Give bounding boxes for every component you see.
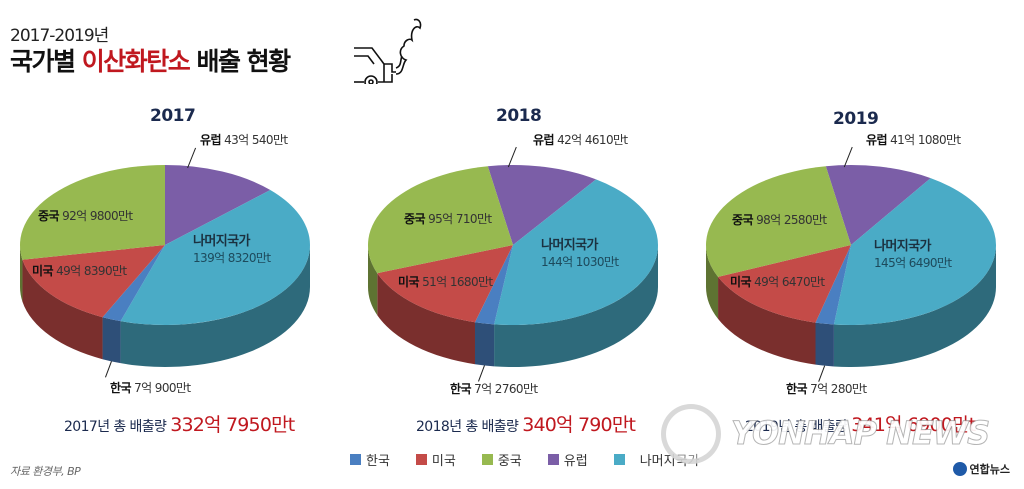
legend-item-europe: 유럽 xyxy=(547,450,588,469)
pie-chart-2018: 2018 유럽 42억 4610만t 중국 95억 710만t 미국 51억 1… xyxy=(358,100,688,400)
pie-side-rest xyxy=(494,245,658,367)
pie-chart-2017: 2017 유럽 43억 540만t 중국 92억 9800만t 미국 49억 8… xyxy=(10,100,340,400)
brand-logo: 연합뉴스 xyxy=(952,461,1010,477)
label-rest: 나머지국가 139억 8320만t xyxy=(193,234,271,265)
label-us: 미국 51억 1680만t xyxy=(398,275,493,289)
legend-item-us: 미국 xyxy=(415,450,456,469)
leader-korea xyxy=(478,365,485,382)
swatch-korea xyxy=(350,454,361,465)
swatch-us xyxy=(415,454,427,465)
label-china: 중국 92억 9800만t xyxy=(38,209,133,223)
pie-graphic-2017 xyxy=(19,147,310,378)
pie-slice-us xyxy=(22,245,166,318)
pie-slice-korea xyxy=(102,245,165,322)
pie-graphic-2018 xyxy=(367,146,658,382)
leader-korea xyxy=(818,365,826,382)
leader-korea xyxy=(104,361,112,378)
swatch-europe xyxy=(547,454,559,465)
leader-europe xyxy=(843,146,853,168)
header: 2017-2019년 국가별 이산화탄소 배출 현황 xyxy=(10,26,291,78)
label-rest: 나머지국가 144억 1030만t xyxy=(541,238,619,269)
pie-side-korea xyxy=(474,322,495,367)
source-note: 자료 환경부, BP xyxy=(10,465,81,478)
label-us: 미국 49억 6470만t xyxy=(730,275,825,289)
year-label: 2019 xyxy=(833,109,879,129)
pie-side-rest xyxy=(120,245,310,368)
pie-slice-us xyxy=(377,245,513,323)
label-us: 미국 49억 8390만t xyxy=(32,264,127,278)
label-korea: 한국 7억 280만t xyxy=(786,382,867,396)
pie-slice-rest xyxy=(120,190,310,325)
label-china: 중국 95억 710만t xyxy=(404,212,492,226)
pie-slice-china xyxy=(706,166,851,277)
pie-slice-korea xyxy=(815,245,851,325)
pie-slice-korea xyxy=(474,245,513,325)
legend-item-china: 중국 xyxy=(481,450,522,469)
pie-slice-rest xyxy=(833,178,996,325)
label-rest: 나머지국가 145억 6490만t xyxy=(874,239,952,270)
pie-slice-rest xyxy=(494,179,658,325)
pie-chart-2019: 2019 유럽 41억 1080만t 중국 98억 2580만t 미국 49억 … xyxy=(696,100,1024,400)
title-highlight: 이산화탄소 xyxy=(81,47,191,76)
pie-side-korea xyxy=(102,317,121,364)
legend-item-korea: 한국 xyxy=(350,450,390,469)
swatch-china xyxy=(481,454,493,465)
label-europe: 유럽 42억 4610만t xyxy=(533,133,628,147)
swatch-rest xyxy=(613,454,625,465)
pie-side-china xyxy=(20,245,23,302)
pie-slice-china xyxy=(19,165,165,260)
pie-slice-europe xyxy=(825,165,931,245)
legend: 한국 미국 중국 유럽 나머지국가 xyxy=(350,450,700,469)
car-exhaust-icon xyxy=(354,18,422,84)
page-title: 국가별 이산화탄소 배출 현황 xyxy=(10,47,291,76)
pie-side-us xyxy=(22,259,103,360)
pie-graphic-2019 xyxy=(706,146,996,382)
label-korea: 한국 7억 2760만t xyxy=(450,382,538,396)
pie-side-korea xyxy=(815,322,834,367)
pie-side-us xyxy=(718,276,816,365)
leader-europe xyxy=(187,147,197,169)
label-korea: 한국 7억 900만t xyxy=(110,381,191,395)
pie-slice-europe xyxy=(487,165,597,245)
subtitle: 2017-2019년 xyxy=(10,26,109,46)
yonhap-brand-icon xyxy=(952,462,967,476)
leader-europe xyxy=(507,146,517,168)
label-europe: 유럽 41억 1080만t xyxy=(866,133,961,147)
total-2018: 2018년 총 배출량 340억 790만t xyxy=(416,414,636,436)
year-label: 2017 xyxy=(150,106,196,126)
pie-side-us xyxy=(377,273,475,365)
label-china: 중국 98억 2580만t xyxy=(732,213,827,227)
pie-slice-china xyxy=(367,166,513,274)
year-label: 2018 xyxy=(496,106,542,126)
pie-side-rest xyxy=(833,245,996,367)
pie-side-china xyxy=(706,245,719,319)
pie-slice-europe xyxy=(165,165,271,245)
pie-side-china xyxy=(368,245,378,316)
legend-item-rest: 나머지국가 xyxy=(613,450,700,469)
label-europe: 유럽 43억 540만t xyxy=(200,133,288,147)
total-2017: 2017년 총 배출량 332억 7950만t xyxy=(64,414,295,436)
pie-slice-us xyxy=(718,245,851,323)
total-2019: 2019년 총 배출량 341억 6900만t xyxy=(745,414,976,436)
